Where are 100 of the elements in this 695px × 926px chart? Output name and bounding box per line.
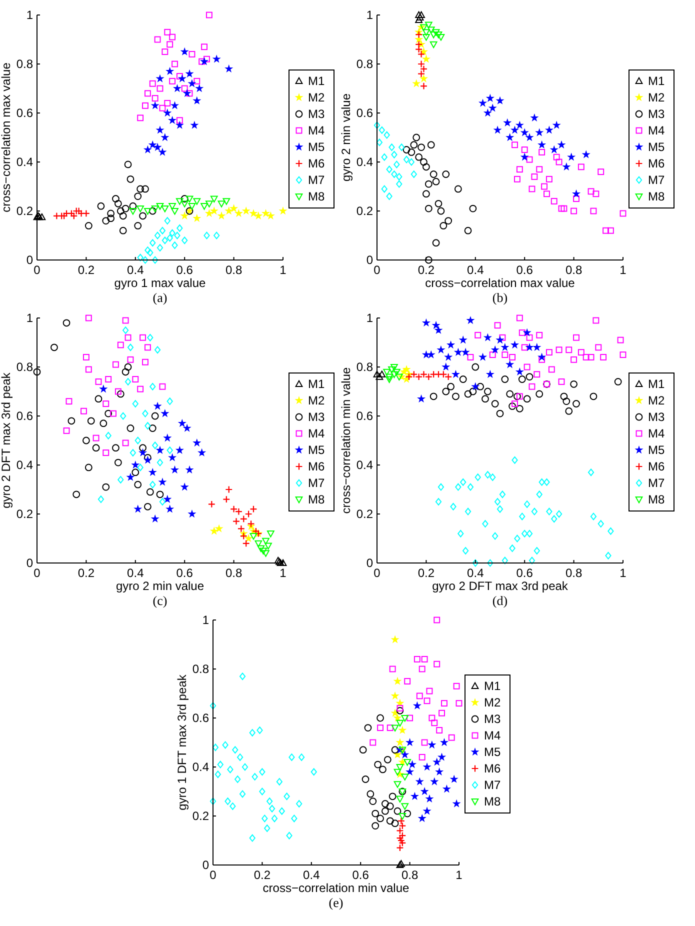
y-tick-label: 0 (202, 858, 210, 872)
text: (d) (492, 593, 508, 608)
y-tick-label: 0 (26, 556, 34, 570)
x-tick-label: 0.8 (225, 566, 242, 580)
x-axis-title: cross−correlation min value (262, 881, 410, 895)
legend-label: M2 (308, 394, 325, 408)
y-tick-label: 0.6 (356, 106, 374, 120)
legend-label: M1 (308, 74, 325, 88)
legend-label: M3 (308, 410, 325, 424)
legend-label: M3 (308, 107, 325, 122)
legend-label: M2 (308, 90, 325, 105)
y-tick-label: 0.8 (16, 360, 34, 374)
x-axis-title: gyro 1 max value (114, 276, 206, 290)
x-tick-label: 1 (280, 263, 287, 277)
legend-label: M3 (648, 107, 665, 122)
legend-label: M3 (648, 410, 665, 424)
x-tick-label: 1 (620, 566, 627, 580)
x-tick-label: 0.2 (418, 566, 435, 580)
x-tick-label: 0.4 (467, 566, 484, 580)
x-tick-label: 0.2 (78, 566, 95, 580)
legend-label: M4 (308, 124, 325, 138)
x-tick-label: 0.2 (418, 263, 435, 277)
x-tick-label: 0.4 (467, 263, 484, 277)
legend-label: M2 (648, 90, 665, 105)
legend-label: M7 (648, 173, 665, 188)
legend-label: M3 (484, 712, 501, 726)
legend-label: M4 (648, 124, 665, 138)
x-tick-label: 0.6 (176, 566, 194, 580)
y-axis-title: gyro 1 DFT max 3rd peak (175, 674, 189, 810)
legend-label: M7 (648, 476, 665, 490)
x-tick-label: 0.2 (78, 263, 95, 277)
y-tick-label: 1 (202, 613, 210, 628)
legend-label: M2 (648, 394, 665, 408)
x-tick-label: 1 (280, 566, 287, 580)
x-tick-label: 0.2 (254, 868, 271, 882)
y-tick-label: 0.2 (192, 809, 210, 824)
y-axis-title: gyro 2 DFT max 3rd peak (0, 372, 13, 508)
y-tick-label: 0.6 (356, 409, 374, 424)
legend-label: M6 (484, 762, 501, 776)
x-tick-label: 0.6 (176, 263, 194, 277)
y-tick-label: 0.8 (192, 662, 210, 676)
text: (c) (152, 593, 168, 608)
y-tick-label: 0.2 (16, 204, 34, 218)
text: (a) (152, 290, 168, 305)
legend-label: M4 (484, 728, 501, 743)
legend-label: M8 (648, 190, 665, 204)
y-tick-label: 0.2 (356, 204, 374, 218)
y-tick-label: 0.8 (16, 57, 34, 72)
x-tick-label: 0.8 (565, 263, 582, 277)
y-tick-label: 0.4 (16, 458, 34, 472)
y-tick-label: 0 (366, 253, 374, 268)
legend-label: M7 (484, 778, 501, 792)
x-axis-title: cross−correlation max value (425, 276, 576, 290)
y-tick-label: 0.2 (16, 507, 34, 522)
legend-label: M4 (648, 426, 665, 441)
y-tick-label: 0.6 (192, 711, 210, 726)
legend-label: M1 (308, 377, 325, 392)
legend-label: M6 (308, 460, 325, 474)
text: (b) (492, 290, 508, 305)
x-tick-label: 0.4 (127, 263, 144, 277)
legend-label: M2 (484, 696, 501, 710)
y-tick-label: 0 (26, 253, 34, 268)
y-axis-title: cross−correlation min value (339, 366, 353, 514)
y-tick-label: 0.4 (356, 458, 374, 472)
x-axis-title: gyro 2 DFT max 3rd peak (432, 579, 569, 593)
legend-label: M8 (648, 492, 665, 507)
x-tick-label: 0.6 (516, 566, 534, 580)
legend-label: M1 (484, 679, 501, 694)
legend-label: M5 (308, 140, 325, 154)
x-tick-label: 0.8 (225, 263, 242, 277)
x-tick-label: 0.4 (303, 868, 320, 882)
legend-label: M5 (648, 443, 665, 458)
legend-label: M6 (308, 156, 325, 171)
legend-label: M5 (484, 745, 501, 760)
y-tick-label: 0 (366, 556, 374, 570)
legend-label: M5 (308, 443, 325, 458)
legend-label: M1 (648, 377, 665, 392)
legend-label: M8 (308, 190, 325, 204)
x-tick-label: 0.6 (516, 263, 534, 277)
x-tick-label: 0.8 (565, 566, 582, 580)
x-tick-label: 0.8 (401, 868, 418, 882)
legend-label: M7 (308, 173, 325, 188)
y-tick-label: 1 (26, 311, 34, 326)
x-tick-label: 0.4 (127, 566, 144, 580)
y-tick-label: 0.6 (16, 409, 34, 424)
y-tick-label: 0.4 (16, 155, 34, 170)
legend-label: M4 (308, 426, 325, 441)
y-axis-title: gyro 2 min value (339, 93, 353, 182)
x-axis-title: gyro 2 min value (116, 579, 204, 593)
y-tick-label: 1 (366, 8, 374, 22)
legend-label: M6 (648, 460, 665, 474)
legend-label: M7 (308, 476, 325, 490)
y-axis-title: cross−correlation max value (0, 62, 13, 212)
legend-label: M6 (648, 156, 665, 171)
y-tick-label: 1 (366, 311, 374, 326)
y-tick-label: 0.2 (356, 507, 374, 522)
y-tick-label: 0.6 (16, 106, 34, 120)
y-tick-label: 0.4 (192, 760, 210, 774)
y-tick-label: 0.8 (356, 360, 374, 374)
y-tick-label: 1 (26, 8, 34, 22)
